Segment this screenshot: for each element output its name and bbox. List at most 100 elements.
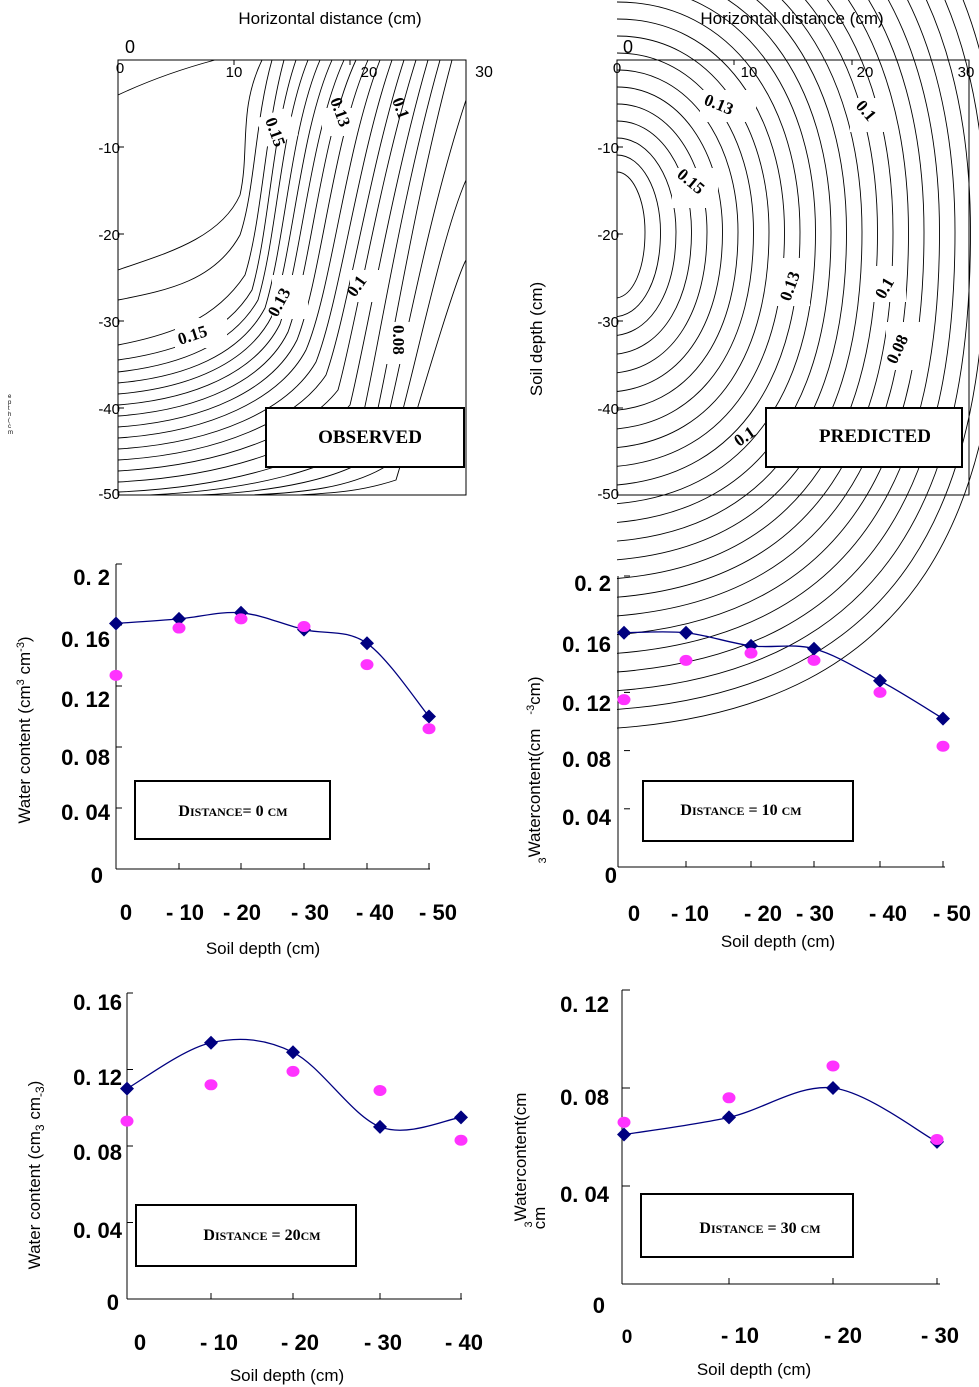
y-tick-label: 0. 08 bbox=[61, 745, 110, 770]
distance-label-box bbox=[134, 780, 331, 840]
data-point-simulated bbox=[360, 636, 374, 651]
contour-line bbox=[616, 0, 971, 692]
chart-distance-10: 0 - 10 - 20 - 30 - 40 - 50 0 0. 04 0. 08… bbox=[525, 571, 971, 951]
y-tick-label: 0. 04 bbox=[562, 805, 612, 830]
data-point-observed bbox=[826, 1060, 840, 1072]
contour-line bbox=[616, 86, 723, 392]
data-point-simulated bbox=[826, 1081, 840, 1095]
y-tick-label: 0 bbox=[107, 1290, 119, 1315]
contour-lines bbox=[616, 0, 979, 729]
y-axis-title-wrap: cm bbox=[530, 1207, 549, 1230]
x-tick-labels: 0 - 10 - 20 - 30 - 40 - 50 bbox=[120, 900, 457, 925]
x-tick-labels: 0 - 10 - 20 - 30 bbox=[622, 1323, 959, 1348]
y-ticks bbox=[118, 60, 351, 496]
x-tick-labels: 0 - 10 - 20 - 30 - 40 bbox=[134, 1330, 483, 1355]
x-tick-label: - 20 bbox=[824, 1323, 862, 1348]
plot-frame bbox=[117, 59, 467, 496]
distance-label-box bbox=[642, 780, 854, 842]
contour-line bbox=[616, 0, 863, 561]
x-tick-label: - 50 bbox=[419, 900, 457, 925]
y-tick-labels: 0 0. 04 0. 08 0. 12 0. 16 0. 2 bbox=[61, 565, 111, 888]
svg-text:e: e bbox=[8, 394, 12, 400]
y-axis-title: Water content (cm3 cm-3) bbox=[25, 1081, 47, 1270]
y-tick-label: -20 bbox=[98, 227, 120, 244]
contour-line bbox=[616, 0, 816, 505]
y-tick-label: 0. 04 bbox=[560, 1182, 610, 1207]
data-point-observed bbox=[120, 1115, 134, 1127]
panel-label-box bbox=[265, 407, 465, 468]
series-layer bbox=[120, 1035, 468, 1146]
contour-label: 0.1 bbox=[730, 423, 758, 451]
data-point-simulated bbox=[679, 625, 693, 640]
y-tick-label: 0 bbox=[593, 1293, 605, 1318]
data-point-simulated bbox=[807, 641, 821, 656]
x-tick-label: - 20 bbox=[223, 900, 261, 925]
contour-panel-observed: Horizontal distance (cm) 0 0 10 20 30 -1… bbox=[8, 9, 493, 503]
y-tick-label: -10 bbox=[597, 140, 619, 157]
contour-line bbox=[616, 0, 979, 710]
distance-label-box bbox=[135, 1204, 357, 1267]
y-tick-label: -30 bbox=[98, 314, 120, 331]
y-axis-title: 3Watercontent(cm-3cm) bbox=[525, 676, 549, 863]
y-tick-label: -40 bbox=[597, 401, 619, 418]
data-point-observed bbox=[744, 647, 758, 659]
svg-text:p: p bbox=[8, 400, 12, 406]
x-tick-label: 30 bbox=[958, 64, 975, 81]
y-tick-label: 0. 16 bbox=[61, 627, 110, 652]
x-tick-label: - 40 bbox=[445, 1330, 483, 1355]
stray-axis-glyphs: e p t h ( c m bbox=[8, 394, 13, 436]
data-point-observed bbox=[204, 1079, 218, 1091]
data-point-simulated bbox=[422, 709, 436, 724]
contour-line bbox=[616, 18, 785, 467]
x-axis-title: Horizontal distance (cm) bbox=[238, 9, 421, 28]
svg-text:t: t bbox=[8, 406, 10, 412]
chart-distance-20: 0 - 10 - 20 - 30 - 40 0 0. 04 0. 08 0. 1… bbox=[25, 990, 483, 1385]
data-point-observed bbox=[454, 1134, 468, 1146]
x-tick-label: - 30 bbox=[921, 1323, 959, 1348]
data-point-observed bbox=[873, 686, 887, 698]
data-point-observed bbox=[936, 740, 950, 752]
x-tick-label: - 10 bbox=[200, 1330, 238, 1355]
data-point-simulated bbox=[722, 1110, 736, 1125]
x-tick-label: 0 bbox=[125, 37, 135, 57]
data-point-simulated bbox=[204, 1035, 218, 1050]
y-ticks bbox=[617, 60, 853, 496]
chart-distance-30: 0 - 10 - 20 - 30 0 0. 04 0. 08 0. 12 Soi… bbox=[511, 989, 959, 1379]
data-point-observed bbox=[930, 1133, 944, 1145]
distance-label-box bbox=[640, 1193, 854, 1258]
contour-line bbox=[616, 171, 646, 299]
contour-line bbox=[616, 0, 832, 523]
data-point-simulated bbox=[617, 1127, 631, 1142]
contour-line bbox=[616, 0, 878, 579]
y-tick-label: -10 bbox=[98, 140, 120, 157]
contour-line bbox=[616, 103, 708, 374]
x-tick-label: - 50 bbox=[933, 901, 971, 926]
x-axis-title: Soil depth (cm) bbox=[230, 1366, 344, 1385]
data-point-observed bbox=[617, 694, 631, 706]
axis-ticks bbox=[624, 575, 944, 867]
y-tick-label: 0 bbox=[605, 863, 617, 888]
y-tick-label: 0 bbox=[91, 863, 103, 888]
x-tick-label: - 10 bbox=[721, 1323, 759, 1348]
y-tick-label: 0. 04 bbox=[73, 1218, 123, 1243]
contour-line bbox=[616, 0, 925, 636]
svg-text:h: h bbox=[8, 412, 11, 418]
data-point-observed bbox=[234, 613, 248, 625]
x-tick-label: - 10 bbox=[166, 900, 204, 925]
data-point-simulated bbox=[120, 1081, 134, 1096]
x-tick-labels: 0 - 10 - 20 - 30 - 40 - 50 bbox=[628, 901, 971, 926]
x-tick-label: 0 bbox=[623, 37, 633, 57]
series-layer bbox=[617, 1060, 944, 1149]
plot-frame bbox=[616, 59, 970, 496]
contour-line bbox=[616, 0, 909, 617]
contour-line bbox=[616, 0, 847, 542]
x-tick-label: - 20 bbox=[281, 1330, 319, 1355]
contour-line bbox=[616, 0, 979, 729]
data-point-observed bbox=[807, 654, 821, 666]
contour-line bbox=[616, 1, 801, 486]
axis-ticks bbox=[127, 992, 462, 1299]
series-line-simulated bbox=[623, 631, 944, 720]
contour-label: 0.08 bbox=[389, 325, 408, 355]
panel-label: PREDICTED bbox=[819, 426, 931, 447]
